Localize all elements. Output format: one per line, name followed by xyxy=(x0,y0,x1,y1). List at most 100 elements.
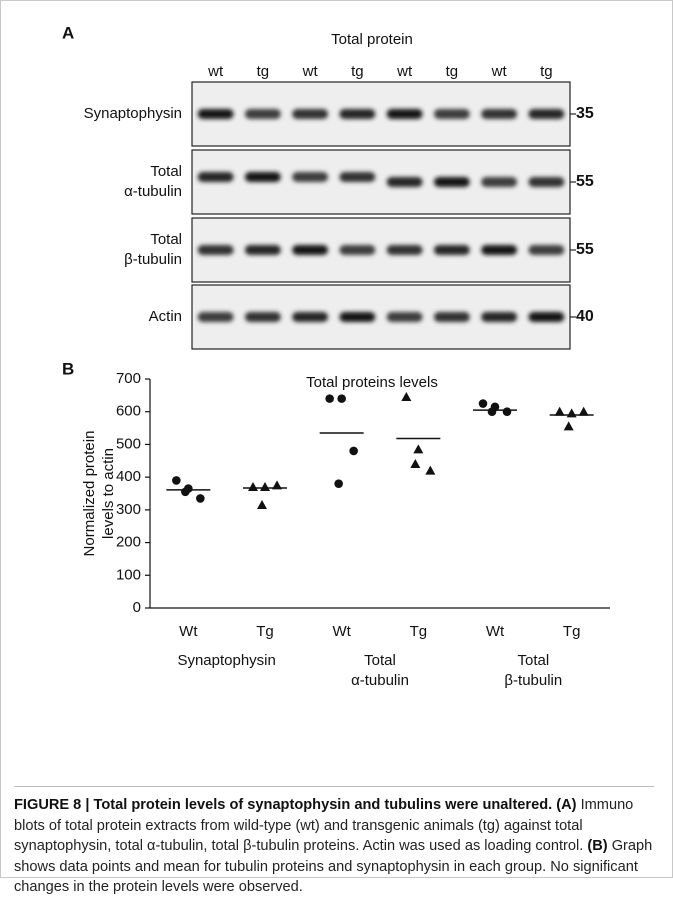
band xyxy=(198,109,234,119)
band xyxy=(528,312,564,322)
group-label: β-tubulin xyxy=(504,672,562,689)
mw-marker: 55 xyxy=(576,173,594,190)
band xyxy=(481,312,517,322)
data-point xyxy=(248,482,258,491)
y-tick-label: 100 xyxy=(116,566,141,583)
band xyxy=(434,109,470,119)
y-tick-label: 500 xyxy=(116,435,141,452)
group-label: Total xyxy=(364,652,396,669)
band xyxy=(387,109,423,119)
band xyxy=(434,177,470,187)
y-axis-label: levels to actin xyxy=(100,448,117,539)
y-tick-label: 300 xyxy=(116,501,141,518)
band xyxy=(245,245,281,255)
caption-bold: FIGURE 8 | Total protein levels of synap… xyxy=(14,797,552,813)
band xyxy=(198,172,234,182)
figure: A Total protein B Total proteins levels … xyxy=(0,0,673,780)
mw-marker: 55 xyxy=(576,241,594,258)
y-tick-label: 400 xyxy=(116,468,141,485)
data-point xyxy=(401,392,411,401)
band xyxy=(245,109,281,119)
band xyxy=(481,245,517,255)
blot-label: Actin xyxy=(149,308,182,325)
band xyxy=(198,312,234,322)
lane-label: tg xyxy=(351,63,364,80)
mw-marker: 35 xyxy=(576,105,594,122)
band xyxy=(387,312,423,322)
lane-label: wt xyxy=(396,63,413,80)
group-label: α-tubulin xyxy=(351,672,409,689)
band xyxy=(387,177,423,187)
blot-label: Total xyxy=(150,231,182,248)
band xyxy=(292,312,328,322)
data-point xyxy=(410,459,420,468)
caption-bold: (A) xyxy=(556,797,576,813)
chart-title: Total proteins levels xyxy=(306,374,438,391)
data-point xyxy=(579,407,589,416)
data-point xyxy=(181,488,190,497)
data-point xyxy=(413,444,423,453)
band xyxy=(292,172,328,182)
y-tick-label: 700 xyxy=(116,370,141,387)
data-point xyxy=(257,500,267,509)
lane-label: tg xyxy=(257,63,270,80)
blot-label: Synaptophysin xyxy=(84,105,182,122)
blot-label: α-tubulin xyxy=(124,183,182,200)
data-point xyxy=(555,407,565,416)
data-point xyxy=(479,399,488,408)
lane-label: tg xyxy=(446,63,459,80)
y-tick-label: 200 xyxy=(116,534,141,551)
data-point xyxy=(334,479,343,488)
data-point xyxy=(260,482,270,491)
data-point xyxy=(196,494,205,503)
band xyxy=(528,177,564,187)
y-axis-label: Normalized protein xyxy=(81,431,98,557)
data-point xyxy=(349,447,358,456)
band xyxy=(387,245,423,255)
blot-label: β-tubulin xyxy=(124,251,182,268)
x-tick-label: Tg xyxy=(256,623,274,640)
band xyxy=(528,245,564,255)
band xyxy=(292,109,328,119)
band xyxy=(481,109,517,119)
data-point xyxy=(172,476,181,485)
panel-label: B xyxy=(62,359,74,378)
data-point xyxy=(325,394,334,403)
lane-label: tg xyxy=(540,63,553,80)
band xyxy=(434,312,470,322)
data-point xyxy=(564,421,574,430)
y-tick-label: 600 xyxy=(116,403,141,420)
blot-label: Total xyxy=(150,163,182,180)
band xyxy=(245,312,281,322)
data-point xyxy=(488,407,497,416)
x-tick-label: Wt xyxy=(333,623,352,640)
x-tick-label: Tg xyxy=(410,623,428,640)
data-point xyxy=(503,407,512,416)
y-tick-label: 0 xyxy=(133,599,141,616)
x-tick-label: Wt xyxy=(179,623,198,640)
band xyxy=(339,312,375,322)
caption: FIGURE 8 | Total protein levels of synap… xyxy=(14,786,654,898)
data-point xyxy=(567,408,577,417)
band xyxy=(245,172,281,182)
group-label: Total xyxy=(517,652,549,669)
blot-title: Total protein xyxy=(331,31,413,48)
band xyxy=(198,245,234,255)
band xyxy=(339,109,375,119)
x-tick-label: Tg xyxy=(563,623,581,640)
caption-bold: (B) xyxy=(587,838,607,854)
x-tick-label: Wt xyxy=(486,623,505,640)
band xyxy=(528,109,564,119)
group-label: Synaptophysin xyxy=(177,652,275,669)
band xyxy=(339,245,375,255)
band xyxy=(434,245,470,255)
data-point xyxy=(337,394,346,403)
lane-label: wt xyxy=(302,63,319,80)
data-point xyxy=(425,466,435,475)
panel-label: A xyxy=(62,23,74,42)
band xyxy=(292,245,328,255)
lane-label: wt xyxy=(491,63,508,80)
band xyxy=(481,177,517,187)
mw-marker: 40 xyxy=(576,308,594,325)
lane-label: wt xyxy=(207,63,224,80)
